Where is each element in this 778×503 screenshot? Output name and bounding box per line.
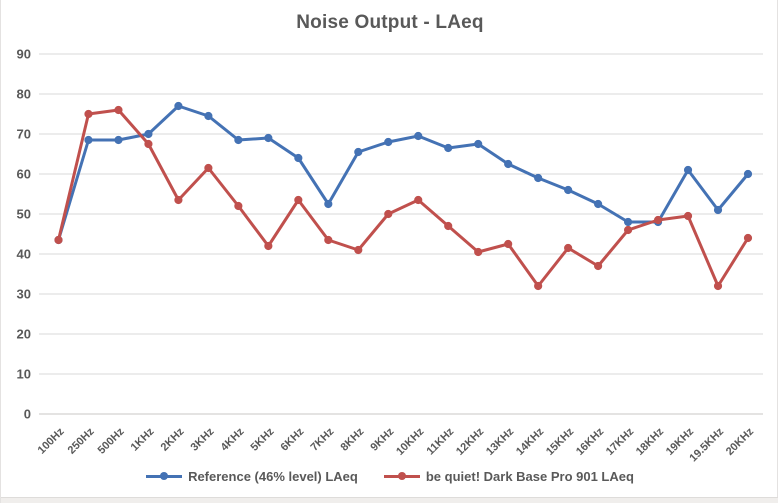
data-point-marker-series-0 xyxy=(534,173,543,183)
x-axis-tick-label: 18KHz xyxy=(634,425,667,458)
x-axis-tick-label: 7KHz xyxy=(308,425,336,453)
legend-label-reference: Reference (46% level) LAeq xyxy=(188,469,358,484)
data-point-marker-series-0 xyxy=(414,131,423,141)
x-axis-tick-label: 1KHz xyxy=(129,425,157,453)
legend-dot xyxy=(397,472,406,480)
data-point-marker-series-1 xyxy=(504,239,513,249)
x-axis-tick-label: 20KHz xyxy=(724,425,757,458)
y-axis-tick-label: 90 xyxy=(17,47,31,62)
data-point-marker-series-0 xyxy=(204,111,213,121)
data-point-marker-series-1 xyxy=(414,195,423,205)
x-axis-tick-label: 8KHz xyxy=(338,425,366,453)
legend-line-marker-icon xyxy=(146,472,183,481)
data-point-marker-series-1 xyxy=(54,235,63,245)
x-axis-tick-label: 16KHz xyxy=(574,425,607,458)
x-axis-tick-label: 11KHz xyxy=(424,425,456,457)
data-point-marker-series-1 xyxy=(653,215,663,225)
data-point-marker-series-0 xyxy=(474,139,483,149)
legend-line-marker-icon xyxy=(383,472,420,481)
y-axis-tick-label: 70 xyxy=(17,127,31,142)
data-point-marker-series-1 xyxy=(534,281,543,291)
bottom-edge-bar xyxy=(1,497,778,503)
data-point-marker-series-1 xyxy=(713,281,723,291)
data-point-marker-series-0 xyxy=(594,199,603,209)
data-point-marker-series-0 xyxy=(743,169,753,179)
data-point-marker-series-1 xyxy=(384,209,393,219)
data-point-marker-series-0 xyxy=(384,137,393,147)
data-point-marker-series-1 xyxy=(144,139,153,149)
x-axis-tick-label: 6KHz xyxy=(279,425,307,453)
y-axis-tick-label: 50 xyxy=(17,207,31,222)
data-point-marker-series-1 xyxy=(114,105,123,115)
x-axis-tick-label: 4KHz xyxy=(219,425,247,453)
y-axis-tick-label: 40 xyxy=(17,247,31,262)
data-point-marker-series-1 xyxy=(204,163,213,173)
y-axis-tick-label: 30 xyxy=(17,287,31,302)
data-point-marker-series-1 xyxy=(354,245,363,255)
chart-title: Noise Output - LAeq xyxy=(296,12,484,33)
data-point-marker-series-0 xyxy=(114,135,123,145)
chart-legend: Reference (46% level) LAeq be quiet! Dar… xyxy=(1,469,778,484)
data-point-marker-series-1 xyxy=(234,201,243,211)
y-axis-tick-label: 20 xyxy=(17,327,31,342)
legend-dot xyxy=(160,472,169,480)
x-axis-tick-label: 19.5KHz xyxy=(687,425,726,464)
series-line-0 xyxy=(57,104,750,242)
x-axis-tick-label: 14KHz xyxy=(514,425,547,458)
x-axis-tick-label: 12KHz xyxy=(454,425,487,458)
data-point-marker-series-0 xyxy=(354,147,363,157)
x-axis-tick-label: 17KHz xyxy=(604,425,637,458)
data-point-marker-series-0 xyxy=(683,165,693,175)
data-point-marker-series-1 xyxy=(743,233,753,243)
x-axis-tick-label: 250Hz xyxy=(66,425,97,456)
series-line-1 xyxy=(57,108,750,288)
x-axis-tick-label: 2KHz xyxy=(159,425,187,453)
data-point-marker-series-1 xyxy=(174,195,183,205)
y-axis-tick-label: 80 xyxy=(17,87,31,102)
data-point-marker-series-0 xyxy=(324,199,333,209)
legend-item-reference[interactable]: Reference (46% level) LAeq xyxy=(146,469,358,484)
data-point-marker-series-0 xyxy=(294,153,303,163)
legend-item-bequiet[interactable]: be quiet! Dark Base Pro 901 LAeq xyxy=(383,469,634,484)
data-point-marker-series-1 xyxy=(594,261,603,271)
y-axis-tick-label: 10 xyxy=(17,367,31,382)
x-axis-tick-label: 500Hz xyxy=(96,425,127,456)
y-axis-tick-label: 0 xyxy=(24,407,31,422)
data-point-marker-series-1 xyxy=(324,235,333,245)
x-axis-tick-label: 100Hz xyxy=(36,425,67,456)
data-point-marker-series-0 xyxy=(444,143,453,153)
data-point-marker-series-0 xyxy=(264,133,273,143)
data-point-marker-series-1 xyxy=(294,195,303,205)
data-point-marker-series-0 xyxy=(623,217,633,227)
legend-label-bequiet: be quiet! Dark Base Pro 901 LAeq xyxy=(425,469,634,484)
y-axis-tick-label: 60 xyxy=(17,167,31,182)
data-point-marker-series-1 xyxy=(623,225,633,235)
data-point-marker-series-1 xyxy=(84,109,93,119)
data-point-marker-series-0 xyxy=(713,205,723,215)
data-point-marker-series-1 xyxy=(683,211,693,221)
data-point-marker-series-0 xyxy=(564,185,573,195)
data-point-marker-series-1 xyxy=(474,247,483,257)
data-point-marker-series-1 xyxy=(444,221,453,231)
x-axis-tick-label: 13KHz xyxy=(484,425,517,458)
x-axis-tick-label: 9KHz xyxy=(368,425,396,453)
data-point-marker-series-1 xyxy=(564,243,573,253)
x-axis-tick-label: 5KHz xyxy=(249,425,277,453)
data-point-marker-series-1 xyxy=(264,241,273,251)
data-point-marker-series-0 xyxy=(504,159,513,169)
data-point-marker-series-0 xyxy=(84,135,93,145)
data-point-marker-series-0 xyxy=(174,101,183,111)
x-axis-tick-label: 3KHz xyxy=(189,425,217,453)
x-axis-tick-label: 15KHz xyxy=(544,425,577,458)
data-point-marker-series-0 xyxy=(144,129,153,139)
x-axis-tick-label: 10KHz xyxy=(394,425,427,458)
data-point-marker-series-0 xyxy=(234,135,243,145)
